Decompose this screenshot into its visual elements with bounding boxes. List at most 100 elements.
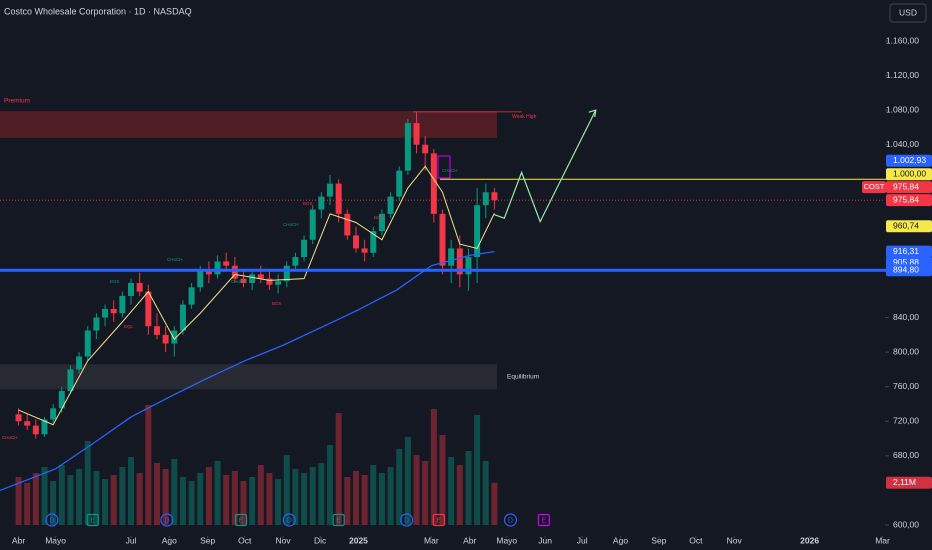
volume-bar (128, 457, 135, 525)
volume-bar (102, 479, 109, 525)
event-label: E (542, 517, 547, 524)
candle-body (422, 144, 429, 154)
candle-body (283, 265, 290, 282)
volume-bar (482, 461, 489, 525)
annotation: BOS (110, 279, 120, 284)
volume-bar (439, 435, 446, 525)
price-tag-label: 894,80 (893, 264, 919, 274)
volume-bar (387, 467, 394, 525)
volume-bar (24, 483, 31, 525)
candle-body (292, 257, 299, 266)
price-tag-label: 1.002,93 (893, 155, 926, 165)
y-tick-label: 760,00 (893, 381, 919, 391)
price-tag (886, 168, 932, 181)
volume-bar (41, 467, 48, 525)
volume-bar (430, 409, 437, 525)
volume-bar (327, 445, 334, 525)
event-label: E (90, 517, 95, 524)
volume-bar (474, 415, 481, 525)
annotation: BOS (303, 201, 313, 206)
x-tick-label: Dic (314, 535, 327, 545)
volume-bar (76, 469, 83, 525)
event-label: E (239, 517, 244, 524)
volume-bar (344, 477, 351, 525)
candle-body (214, 261, 221, 275)
x-tick-label: Nov (275, 535, 291, 545)
candle-body (58, 391, 65, 409)
candle-body (335, 183, 342, 214)
candle-body (67, 369, 74, 392)
candle-body (84, 330, 91, 357)
volume-bar (240, 481, 247, 525)
x-tick-label: Jun (538, 535, 552, 545)
x-tick-label: Sep (651, 535, 666, 545)
annotation: CHoCH (231, 279, 247, 284)
candle-body (344, 213, 351, 236)
zone (0, 111, 497, 138)
x-tick-label: Mar (424, 535, 439, 545)
candle-body (223, 261, 230, 266)
event-label: E (336, 517, 341, 524)
zone-label: Equilibrium (507, 373, 539, 380)
price-tag-label: 960,74 (893, 220, 919, 230)
volume-bar (456, 465, 463, 525)
x-tick-label: Jul (577, 535, 588, 545)
price-tag (886, 154, 932, 167)
x-tick-label: Mayo (45, 535, 66, 545)
event-label: D (164, 517, 169, 524)
candle-body (448, 248, 455, 266)
event-marker (160, 513, 174, 527)
candle-body (15, 414, 22, 422)
volume-bar (257, 465, 264, 525)
volume-bar (188, 481, 195, 525)
y-tick-label: 1.120,00 (886, 70, 919, 80)
zone (0, 364, 497, 390)
volume-bar (15, 477, 22, 525)
projection-arrow (588, 109, 597, 118)
volume-bar (205, 467, 212, 525)
candle-body (179, 304, 186, 331)
event-marker (432, 513, 445, 527)
candle-body (50, 408, 57, 420)
event-label: E (436, 517, 441, 524)
x-tick-label: Jul (126, 535, 137, 545)
candle-body (93, 317, 100, 331)
annotation: CHoCH (283, 222, 299, 227)
volume-bar (448, 457, 455, 525)
price-tag-label: 916,31 (893, 246, 919, 256)
candle-body (456, 248, 463, 275)
price-tag-label: 1.000,00 (893, 169, 926, 179)
candle-body (318, 196, 325, 210)
volume-bar (292, 469, 299, 525)
volume-bar (422, 461, 429, 525)
price-tag (886, 181, 932, 194)
event-marker (86, 513, 99, 527)
x-tick-label: Abr (12, 535, 25, 545)
annotation: CHoCH (167, 257, 183, 262)
moving-average (18, 165, 495, 426)
currency[interactable]: USD (899, 7, 917, 17)
x-tick-label: Oct (689, 535, 703, 545)
currency-box[interactable] (889, 3, 927, 23)
candle-body (482, 192, 489, 206)
y-tick-label: 800,00 (893, 346, 919, 356)
candle-body (136, 283, 143, 292)
volume-bar (110, 475, 117, 525)
candle-body (430, 153, 437, 214)
level-label: Weak High (512, 114, 537, 120)
event-marker (537, 513, 550, 527)
candle-body (240, 278, 247, 283)
volume-bar (283, 455, 290, 525)
candle-body (119, 295, 126, 314)
candle-body (491, 192, 498, 201)
candle-body (378, 213, 385, 232)
candle-body (145, 291, 152, 327)
candle-body (128, 283, 135, 296)
volume-bar (361, 475, 368, 525)
event-marker (503, 513, 518, 527)
candle-body (24, 421, 31, 426)
candle-body (76, 356, 83, 370)
x-tick-label: Ago (162, 535, 177, 545)
